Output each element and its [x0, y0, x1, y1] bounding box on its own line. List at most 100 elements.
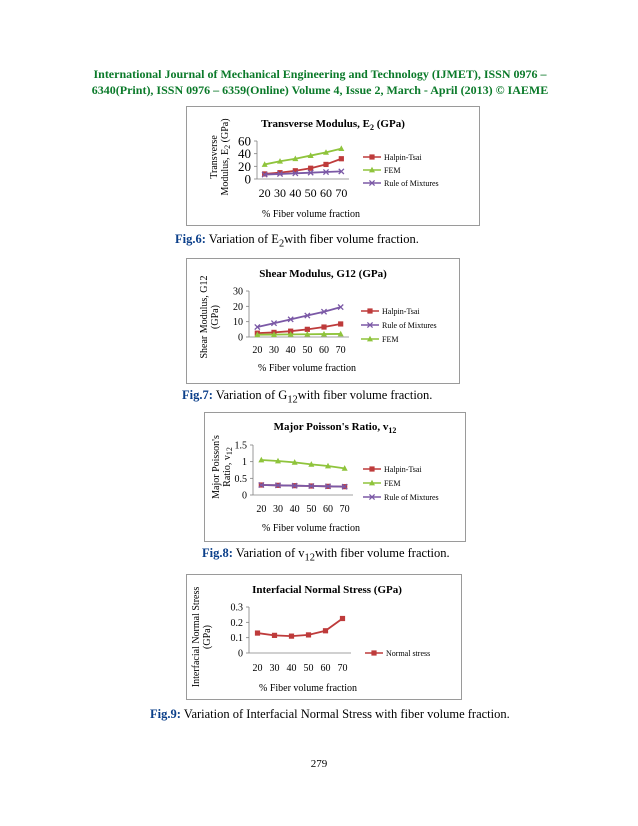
y-tick-label: 0	[238, 333, 243, 344]
x-marker	[307, 169, 314, 176]
series-line	[257, 617, 344, 638]
x-axis-label: % Fiber volume fraction	[262, 209, 360, 220]
series-line	[264, 147, 342, 166]
legend-label: FEM	[384, 479, 400, 488]
ylabel-subscript: 2	[223, 145, 232, 149]
y-axis-label: Interfacial Normal Stress (GPa)	[191, 587, 213, 688]
x-tick-label: 30	[274, 186, 286, 200]
caption-text: Variation of Interfacial Normal Stress w…	[180, 707, 510, 721]
y-tick-label: 60	[238, 134, 251, 149]
triangle-marker	[338, 145, 345, 151]
series-fem	[254, 330, 344, 338]
y-tick-label: 20	[238, 159, 251, 174]
x-tick-label: 50	[304, 663, 314, 674]
caption-text: Variation of v	[232, 546, 305, 560]
header-line-1: International Journal of Mechanical Engi…	[93, 67, 547, 81]
square-marker	[323, 161, 329, 168]
series-line	[261, 484, 345, 488]
x-tick-label: 50	[305, 186, 317, 200]
caption-text-end: with fiber volume fraction.	[297, 388, 433, 402]
x-axis-label: % Fiber volume fraction	[258, 363, 356, 374]
triangle-marker	[308, 461, 315, 467]
chart-title: Transverse Modulus, E2 (GPa)	[261, 118, 405, 132]
series-line	[257, 333, 341, 336]
x-tick-label: 50	[302, 345, 312, 356]
ylabel-text: Ratio, v	[222, 455, 233, 487]
x-tick-label: 60	[321, 663, 331, 674]
x-tick-label: 30	[273, 504, 283, 515]
figure-8-chart: Major Poisson's Ratio, v12 Major Poisson'…	[204, 412, 466, 542]
y-tick-label: 1	[242, 457, 247, 468]
legend-label: Halpin-Tsai	[384, 153, 422, 162]
legend-label: Rule of Mixtures	[384, 493, 439, 502]
caption-text-end: with fiber volume fraction.	[314, 546, 450, 560]
x-marker	[270, 320, 278, 327]
square-marker	[288, 328, 294, 334]
triangle-marker	[304, 331, 311, 337]
square-marker	[367, 308, 373, 314]
figure-6-caption: Fig.6: Variation of E2with fiber volume …	[175, 232, 419, 250]
title-subscript: 12	[388, 426, 396, 435]
y-axis-label-line-1: Major Poisson's	[211, 435, 222, 499]
triangle-marker	[323, 149, 329, 155]
triangle-marker	[337, 330, 344, 337]
y-axis-label-line-2: (GPa)	[210, 305, 221, 329]
y-axis-label-line-2: Ratio, v12	[222, 447, 234, 487]
square-marker	[254, 630, 261, 636]
square-marker	[371, 650, 377, 656]
figure-8-caption: Fig.8: Variation of v12with fiber volume…	[202, 546, 450, 564]
x-tick-label: 70	[335, 186, 347, 200]
x-tick-label: 20	[256, 504, 266, 515]
x-tick-label: 50	[306, 504, 316, 515]
legend-entry: Halpin-Tsai	[363, 465, 422, 474]
triangle-marker	[325, 462, 331, 469]
caption-subscript: 12	[304, 552, 315, 564]
square-marker	[322, 628, 329, 634]
x-axis-label: % Fiber volume fraction	[259, 683, 357, 694]
y-tick-label: 0	[242, 491, 247, 502]
y-axis-label-line-2: Modulus, E2 (GPa)	[220, 118, 232, 195]
title-text: Major Poisson's Ratio, v	[274, 421, 389, 433]
y-axis-label-line-1: Shear Modulus, G12	[199, 275, 210, 358]
legend-entry: Halpin-Tsai	[363, 153, 422, 162]
journal-header: International Journal of Mechanical Engi…	[80, 66, 560, 98]
y-tick-label: 30	[233, 287, 243, 298]
square-marker	[339, 615, 346, 622]
figure-6-chart: Transverse Modulus, E2 (GPa) Transverse Mo…	[186, 106, 480, 226]
x-marker	[366, 321, 374, 329]
legend-label: Rule of Mixtures	[384, 179, 439, 188]
triangle-marker	[277, 158, 283, 164]
figure-7-caption: Fig.7: Variation of G12with fiber volume…	[182, 388, 432, 406]
series-line	[264, 170, 342, 176]
y-tick-label: 10	[233, 317, 243, 328]
triangle-marker	[261, 161, 268, 167]
legend-entry: Normal stress	[365, 649, 430, 658]
chart-svg: Transverse Modulus, E2 (GPa) Transverse Mo…	[209, 118, 439, 220]
x-marker	[337, 304, 344, 311]
y-tick-label: 0	[245, 172, 252, 187]
figure-label: Fig.7:	[182, 388, 213, 402]
y-tick-label: 0.3	[231, 603, 244, 614]
caption-text: Variation of E	[205, 232, 279, 246]
x-tick-label: 70	[340, 504, 350, 515]
triangle-marker	[367, 335, 373, 342]
ylabel-text: Modulus, E	[220, 149, 231, 196]
page-number: 279	[310, 758, 328, 770]
triangle-marker	[321, 330, 327, 337]
square-marker	[369, 154, 375, 160]
x-tick-label: 40	[286, 345, 296, 356]
y-axis-label-line-1: Transverse	[209, 135, 220, 179]
square-marker	[277, 170, 283, 176]
triangle-marker	[258, 456, 265, 463]
x-tick-label: 70	[338, 663, 348, 674]
series-fem	[261, 145, 345, 167]
triangle-marker	[254, 331, 261, 338]
x-marker	[338, 168, 345, 175]
caption-subscript: 12	[287, 394, 298, 406]
x-tick-label: 70	[336, 345, 346, 356]
title-subscript: 2	[370, 123, 374, 132]
square-marker	[338, 156, 344, 162]
x-tick-label: 30	[269, 345, 279, 356]
caption-text: Variation of G	[212, 388, 288, 402]
